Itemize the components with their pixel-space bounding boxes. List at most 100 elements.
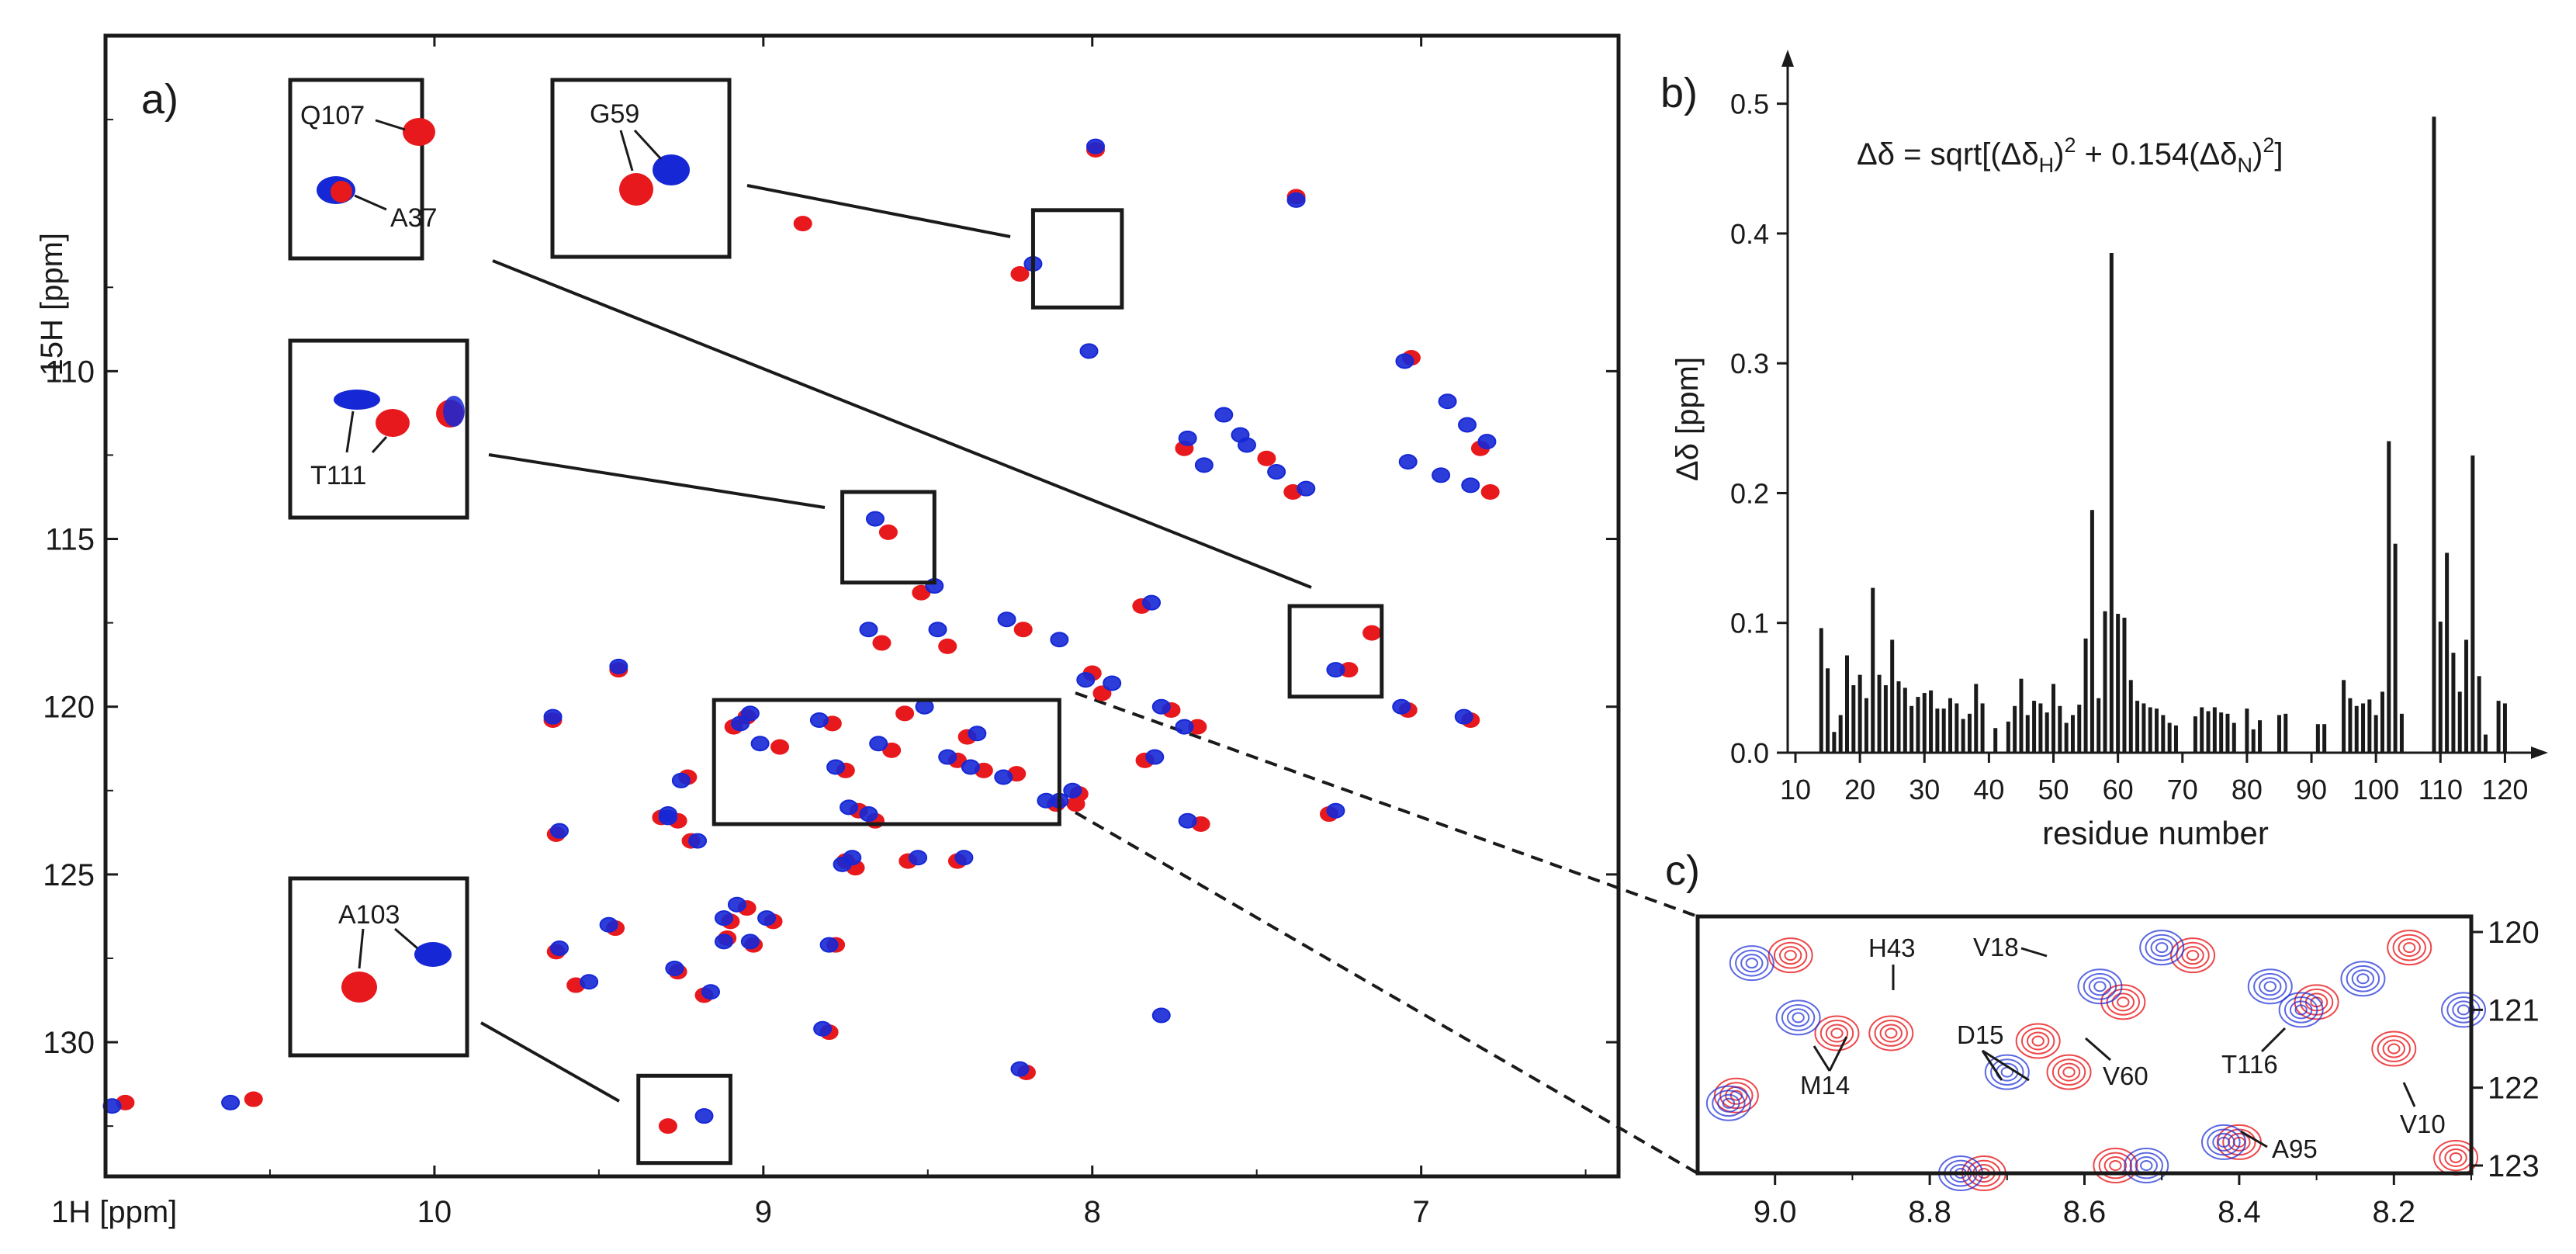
- a-peak-blue-63: [1326, 802, 1345, 819]
- a-peak-red-18: [1092, 685, 1112, 701]
- panel-a-peaks: [102, 138, 1500, 1134]
- a-peak-blue-5: [1178, 430, 1197, 446]
- bar-residue-18: [1845, 655, 1850, 753]
- a-peak-blue-28: [994, 769, 1013, 785]
- c-peak-blue-5: [2278, 992, 2324, 1028]
- a-peak-blue-76: [1267, 464, 1286, 480]
- b-xtick-label: 80: [2231, 774, 2263, 805]
- a-peak-blue-32: [1392, 698, 1411, 715]
- a-peak-blue-56: [1010, 1061, 1030, 1077]
- a-peak-blue-36: [840, 799, 859, 816]
- bar-residue-68: [2167, 722, 2172, 753]
- zoom-line-a103: [480, 1021, 620, 1103]
- panel-a-xlabel: 1H [ppm]: [51, 1195, 177, 1229]
- a-peak-blue-47: [757, 910, 777, 927]
- bar-residue-38: [1974, 684, 1979, 753]
- a-peak-red-25: [770, 739, 790, 755]
- a-peak-blue-59: [102, 1098, 122, 1114]
- c-peak-blue-2: [2077, 968, 2123, 1005]
- c-peak-red-11: [1713, 1077, 1759, 1114]
- bar-residue-32: [1935, 708, 1940, 753]
- a-peak-red-22: [895, 705, 915, 722]
- bar-residue-57: [2096, 698, 2101, 753]
- inset-peak-t111-blue: [334, 390, 380, 410]
- bar-residue-51: [2058, 705, 2062, 753]
- a-ytick-label: 130: [43, 1026, 95, 1060]
- a-peak-blue-30: [869, 736, 888, 752]
- panel-b-axes: [1781, 50, 2548, 759]
- bar-residue-19: [1851, 685, 1856, 753]
- c-peak-red-0: [1768, 937, 1813, 974]
- b-xtick-label: 120: [2481, 774, 2528, 805]
- a-peak-blue-64: [954, 850, 974, 866]
- bar-residue-62: [2128, 680, 2133, 753]
- a-peak-blue-13: [928, 622, 947, 638]
- bar-residue-69: [2173, 725, 2178, 753]
- a-ytick-label: 120: [43, 691, 95, 725]
- a-peak-blue-25: [750, 736, 770, 752]
- c-peak-blue-1: [1775, 999, 1821, 1036]
- a-peak-blue-29: [961, 759, 980, 775]
- a-peak-red-3: [793, 216, 812, 232]
- b-xtick-label: 30: [1909, 774, 1940, 805]
- c-peak-blue-9: [1705, 1085, 1751, 1121]
- b-xtick-label: 20: [1844, 774, 1875, 805]
- a-peak-red-13: [938, 638, 957, 654]
- bar-residue-98: [2361, 703, 2366, 753]
- zoom-line-q107: [492, 259, 1312, 589]
- bar-residue-47: [2032, 701, 2037, 753]
- bar-residue-30: [1922, 693, 1927, 753]
- panel-c-ticks: 9.0 8.8 8.6 8.4 8.2 120 121 122 123: [1754, 916, 2540, 1229]
- bar-residue-85: [2277, 715, 2281, 753]
- panel-b-y-arrow: [1781, 50, 1794, 67]
- c-label-v60: V60: [2103, 1062, 2148, 1090]
- c-peak-blue-3: [1984, 1054, 2030, 1090]
- a-ytick-label: 115: [45, 523, 95, 557]
- a-peak-blue-72: [1214, 407, 1234, 423]
- b-ytick-label: 0.5: [1730, 88, 1769, 120]
- bar-residue-95: [2342, 680, 2346, 753]
- c-peak-blue-10: [2200, 1124, 2246, 1160]
- a-peak-blue-37: [1178, 812, 1197, 829]
- bar-residue-66: [2155, 708, 2159, 753]
- a-peak-red-14: [872, 635, 892, 651]
- c-peak-red-2: [1868, 1015, 1914, 1051]
- c-xtick-label: 8.2: [2372, 1195, 2415, 1229]
- c-peak-red-9: [2387, 930, 2432, 966]
- panel-b-ticks: 10 20 30 40 50 60 70 80 90 100 110 120 0.0 0.1 0.2 0.3 0…: [1730, 88, 2529, 805]
- bar-residue-21: [1864, 698, 1868, 753]
- c-xtick-label: 9.0: [1754, 1195, 1797, 1229]
- box-g59: [1030, 208, 1124, 310]
- a-peak-blue-70: [1151, 1007, 1171, 1024]
- bar-residue-82: [2258, 720, 2263, 753]
- bar-residue-96: [2348, 698, 2353, 753]
- a-peak-blue-18: [1103, 675, 1122, 691]
- bar-residue-45: [2019, 678, 2024, 753]
- c-peak-red-4: [2100, 984, 2146, 1020]
- bar-residue-60: [2116, 614, 2121, 753]
- bar-residue-86: [2283, 713, 2288, 753]
- b-xtick-label: 100: [2353, 774, 2399, 805]
- a-peak-blue-73: [1438, 393, 1457, 410]
- bar-residue-23: [1877, 674, 1882, 753]
- bar-residue-20: [1858, 674, 1862, 753]
- a-peak-red-8: [1480, 484, 1500, 500]
- a-xtick-label: 7: [1413, 1195, 1430, 1229]
- bar-residue-77: [2225, 713, 2230, 753]
- zoom-line-g59: [746, 184, 1011, 238]
- bar-residue-109: [2432, 116, 2436, 753]
- c-ytick-label: 122: [2488, 1072, 2540, 1106]
- inset-label-q107: Q107: [300, 101, 365, 130]
- a-peak-blue-60: [550, 940, 569, 956]
- b-ytick-label: 0.0: [1730, 737, 1769, 769]
- a-peak-blue-0: [1085, 138, 1105, 154]
- bar-residue-115: [2470, 455, 2475, 753]
- a-peak-blue-10: [865, 511, 885, 527]
- a-peak-blue-65: [1145, 749, 1165, 765]
- bar-residue-33: [1941, 708, 1946, 753]
- bar-residue-27: [1903, 688, 1907, 753]
- bar-residue-48: [2038, 703, 2043, 753]
- inset-label-a37: A37: [390, 203, 438, 233]
- a-peak-blue-54: [701, 984, 720, 1000]
- bar-residue-117: [2483, 734, 2488, 753]
